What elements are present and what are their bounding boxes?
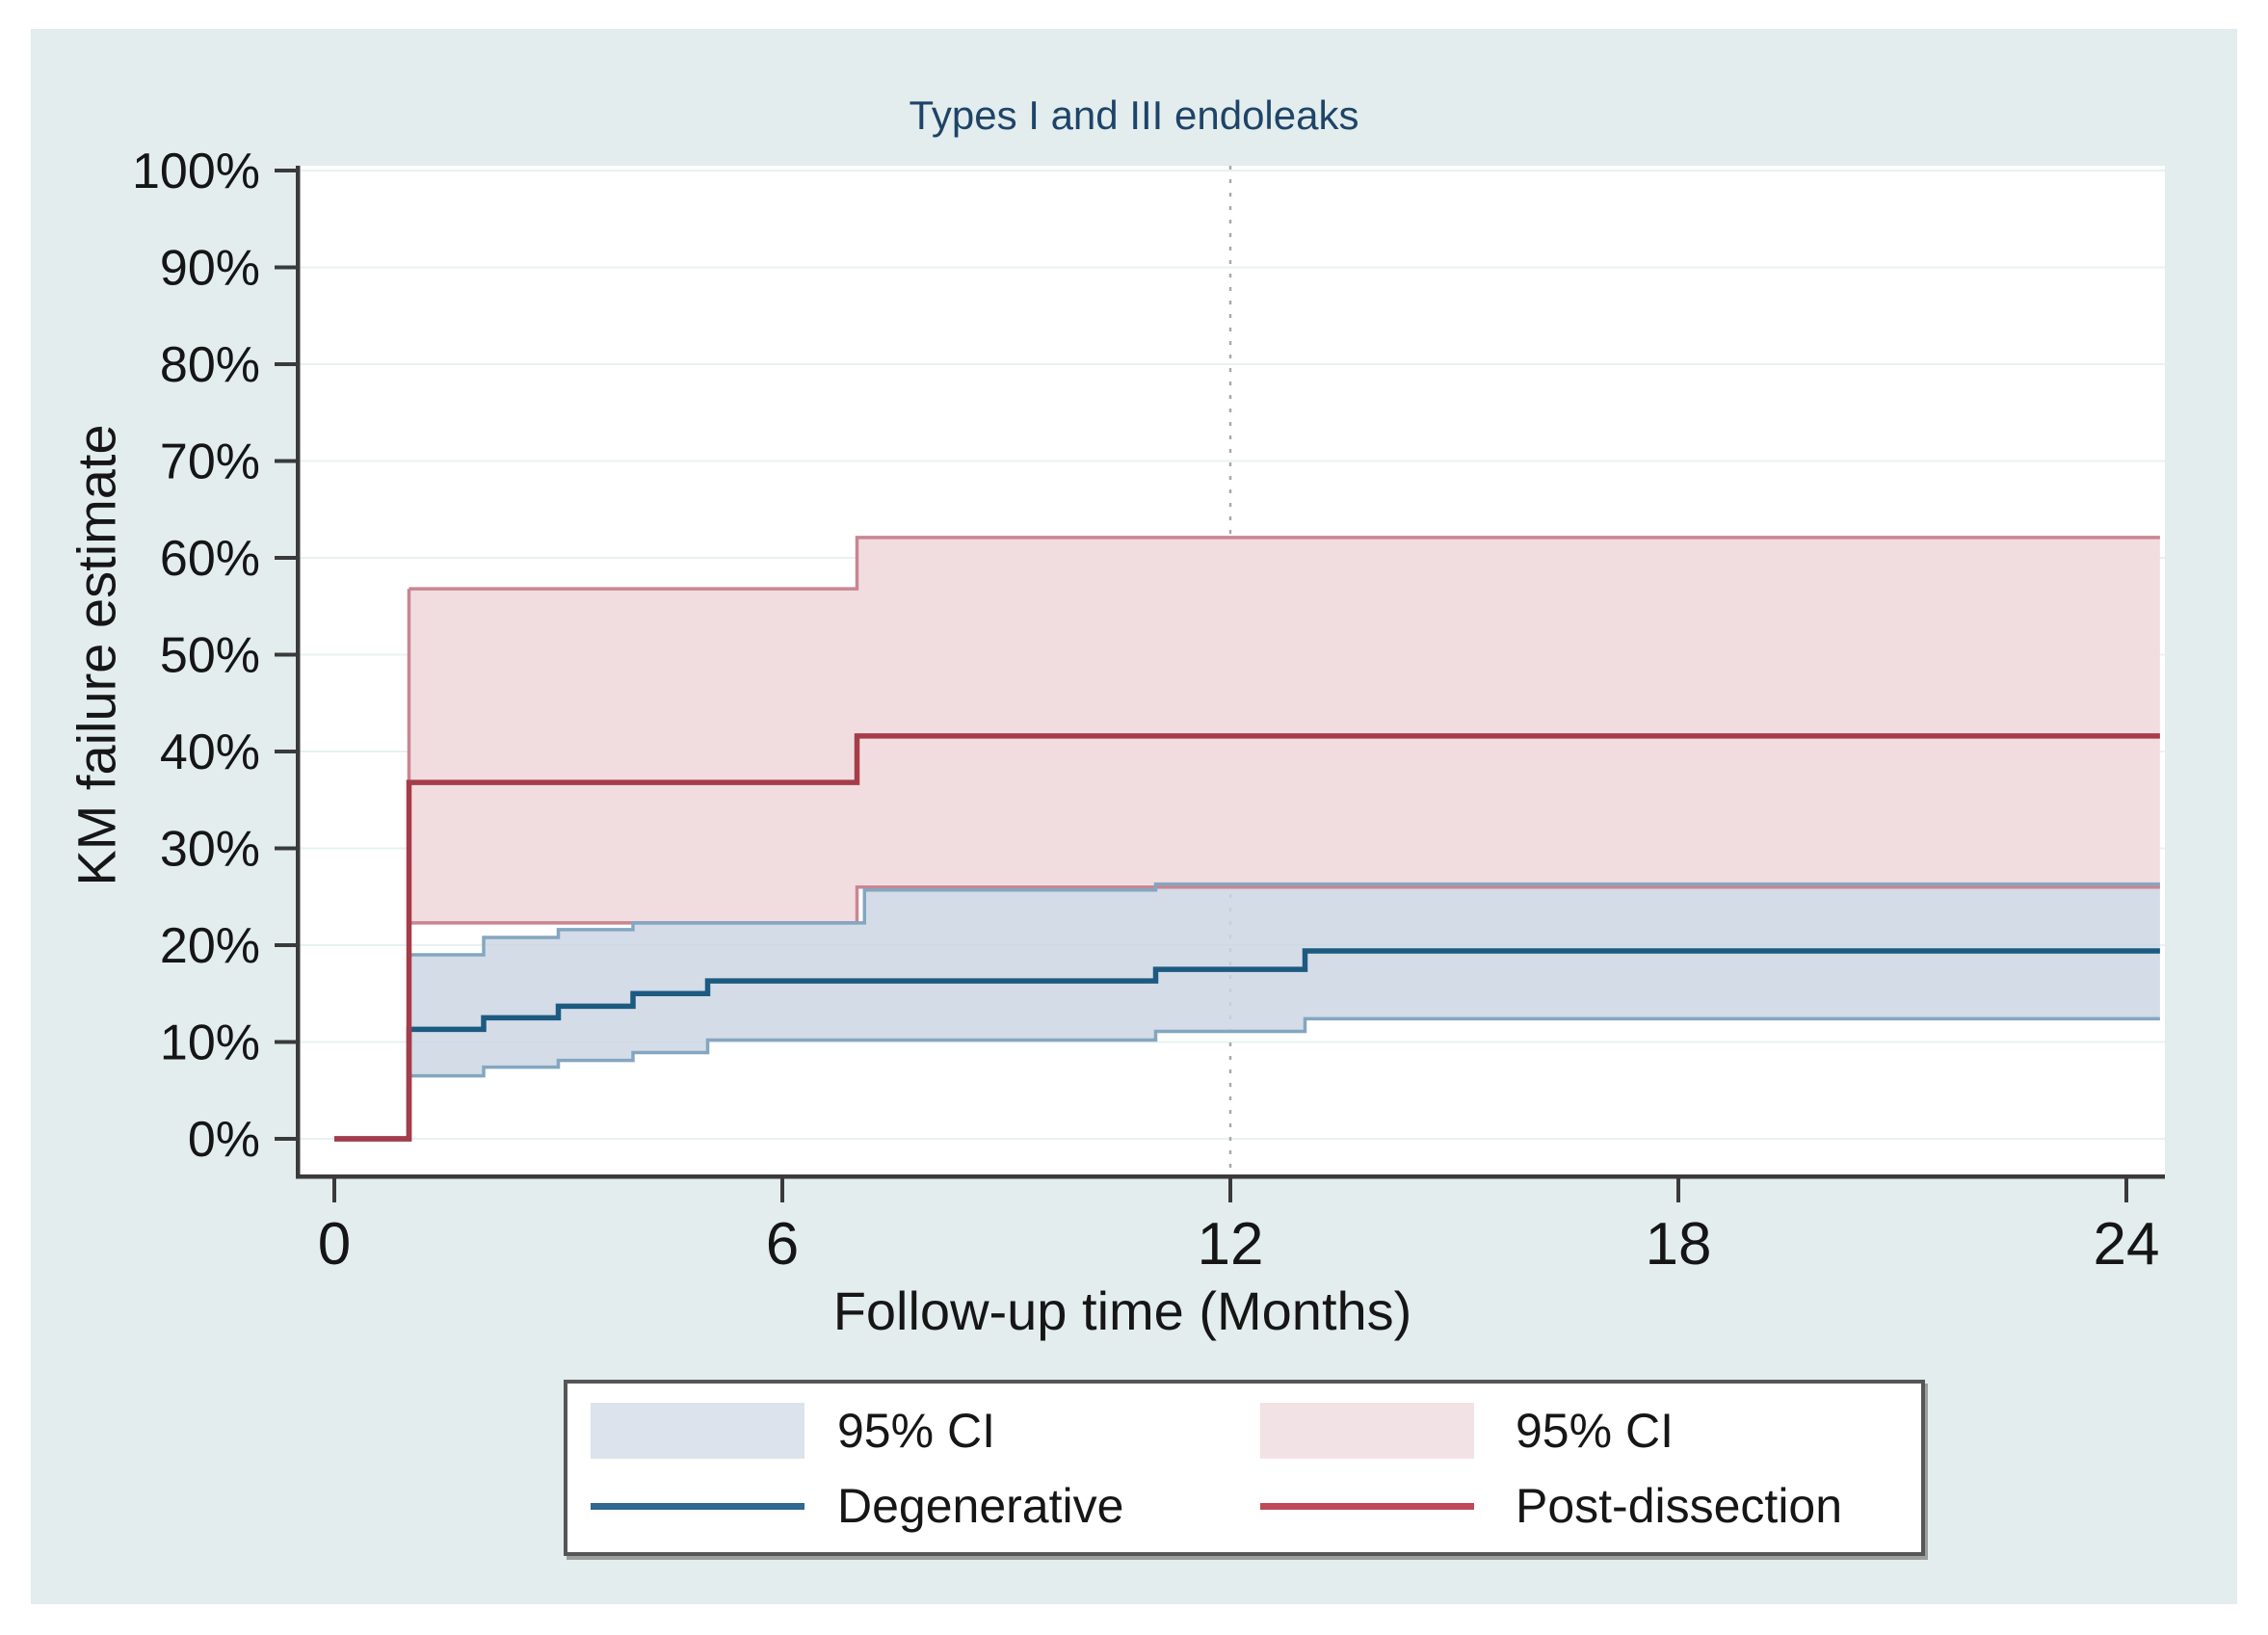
- svg-text:20%: 20%: [160, 918, 260, 974]
- legend-label-post-dissection: Post-dissection: [1516, 1479, 1843, 1533]
- x-axis-label: Follow-up time (Months): [832, 1280, 1412, 1341]
- post-dissection-line-sample: [1260, 1503, 1474, 1510]
- svg-text:0: 0: [318, 1211, 351, 1278]
- degenerative-line-sample: [591, 1503, 804, 1510]
- svg-text:70%: 70%: [160, 435, 260, 490]
- svg-text:12: 12: [1198, 1211, 1264, 1278]
- chart-title: Types I and III endoleaks: [909, 92, 1359, 138]
- post-dissection-ci-swatch: [1260, 1403, 1474, 1459]
- svg-text:0%: 0%: [188, 1112, 260, 1168]
- svg-text:30%: 30%: [160, 822, 260, 878]
- svg-text:90%: 90%: [160, 241, 260, 297]
- degenerative-ci-swatch: [591, 1403, 804, 1459]
- svg-text:100%: 100%: [132, 144, 260, 199]
- svg-text:24: 24: [2094, 1211, 2160, 1278]
- legend-label-degenerative: Degenerative: [837, 1479, 1124, 1533]
- svg-text:6: 6: [766, 1211, 799, 1278]
- svg-text:10%: 10%: [160, 1015, 260, 1071]
- svg-text:50%: 50%: [160, 628, 260, 684]
- svg-text:18: 18: [1646, 1211, 1712, 1278]
- y-axis-label: KM failure estimate: [66, 424, 127, 886]
- legend-label-degenerative-ci: 95% CI: [837, 1404, 995, 1458]
- svg-text:40%: 40%: [160, 725, 260, 780]
- legend-box: 95% CI 95% CI Degenerative Post-dissecti…: [564, 1380, 1925, 1556]
- svg-text:80%: 80%: [160, 337, 260, 393]
- svg-text:60%: 60%: [160, 531, 260, 587]
- legend-label-post-dissection-ci: 95% CI: [1516, 1404, 1674, 1458]
